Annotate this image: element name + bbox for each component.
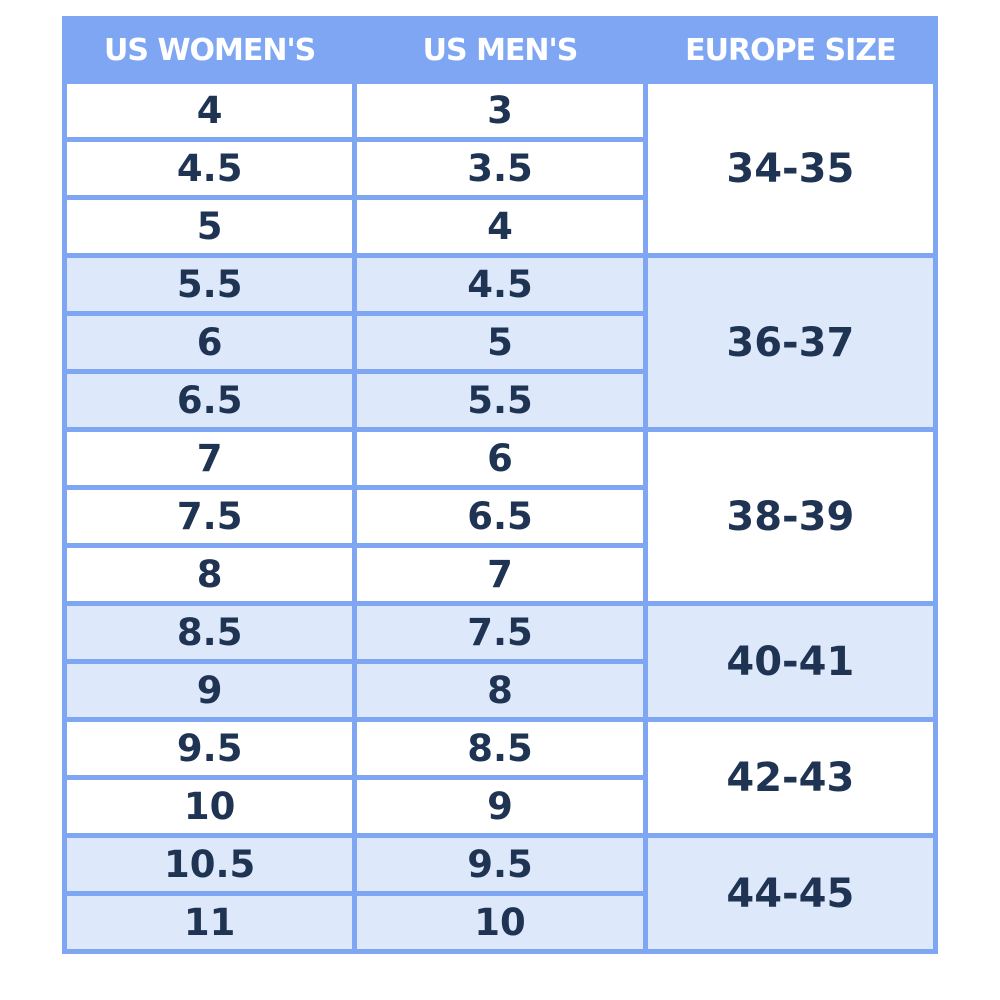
- us-women-size: 11: [61, 891, 358, 954]
- table-row: 5.5 4.5 36-37: [61, 253, 939, 432]
- table-row: 10.5 9.5 44-45: [61, 833, 939, 954]
- us-men-size: 3.5: [352, 137, 648, 200]
- us-men-size: 7.5: [352, 601, 648, 664]
- us-men-size: 6: [352, 427, 648, 490]
- table-row: 10 9: [61, 775, 936, 838]
- us-women-size: 10: [61, 775, 358, 838]
- table-row: 7 6 38-39: [61, 427, 939, 606]
- us-men-size: 4: [352, 195, 648, 258]
- us-men-size: 9.5: [352, 833, 648, 896]
- us-women-size: 6: [61, 311, 358, 374]
- table-row: 4 3 34-35: [61, 79, 939, 258]
- us-men-size: 3: [352, 79, 648, 142]
- us-women-size: 5: [61, 195, 358, 258]
- table-header: US WOMEN'S US MEN'S EUROPE SIZE: [61, 16, 939, 84]
- europe-size: 44-45: [642, 833, 939, 954]
- us-women-size: 9: [61, 659, 358, 722]
- header-row: US WOMEN'S US MEN'S EUROPE SIZE: [61, 16, 939, 84]
- table-row: 8.5 7.5 40-41: [61, 601, 939, 722]
- us-women-size: 5.5: [61, 253, 358, 316]
- us-men-size: 8.5: [352, 717, 648, 780]
- europe-size: 42-43: [642, 717, 939, 838]
- table-row: 9.5 8.5 42-43: [61, 717, 939, 838]
- us-women-size: 9.5: [61, 717, 358, 780]
- us-men-size: 5.5: [352, 369, 648, 432]
- europe-size: 40-41: [642, 601, 939, 722]
- table-row: 7.5 6.5: [61, 485, 936, 548]
- us-women-size: 10.5: [61, 833, 358, 896]
- us-men-size: 9: [352, 775, 648, 838]
- column-header: US MEN'S: [352, 16, 648, 84]
- table-row: 4.5 3.5: [61, 137, 936, 200]
- table-body: 4 3 34-35 4.5 3.5 5 4 5.5 4.5 36-37 6 5 6.5 5.5 7 6 38-3…: [61, 79, 939, 954]
- table-row: 11 10: [61, 891, 936, 954]
- us-women-size: 7.5: [61, 485, 358, 548]
- us-women-size: 4.5: [61, 137, 358, 200]
- us-men-size: 6.5: [352, 485, 648, 548]
- us-women-size: 4: [61, 79, 358, 142]
- us-men-size: 4.5: [352, 253, 648, 316]
- us-men-size: 5: [352, 311, 648, 374]
- europe-size: 36-37: [642, 253, 939, 432]
- us-women-size: 7: [61, 427, 358, 490]
- europe-size: 38-39: [642, 427, 939, 606]
- us-men-size: 7: [352, 543, 648, 606]
- us-men-size: 8: [352, 659, 648, 722]
- size-table: US WOMEN'S US MEN'S EUROPE SIZE 4 3 34-35 4.5…: [61, 16, 939, 954]
- europe-size: 34-35: [642, 79, 939, 258]
- us-women-size: 8: [61, 543, 358, 606]
- us-women-size: 6.5: [61, 369, 358, 432]
- column-header: US WOMEN'S: [61, 16, 358, 84]
- column-header: EUROPE SIZE: [642, 16, 939, 84]
- us-women-size: 8.5: [61, 601, 358, 664]
- us-men-size: 10: [352, 891, 648, 954]
- table-row: 6.5 5.5: [61, 369, 936, 432]
